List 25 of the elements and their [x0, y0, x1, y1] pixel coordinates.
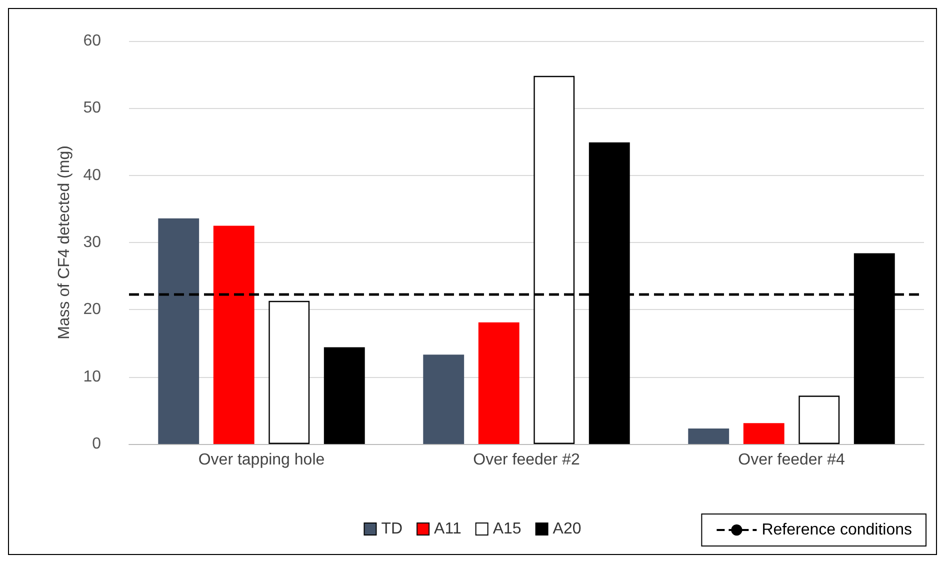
x-tick-label: Over feeder #2 [473, 452, 580, 468]
y-tick-label: 20 [83, 301, 102, 318]
legend-label: Reference conditions [762, 522, 912, 538]
x-tick-label: Over feeder #4 [738, 452, 845, 468]
bar [213, 226, 254, 444]
bar [798, 396, 840, 444]
x-tick-label: Over tapping hole [198, 452, 325, 468]
y-tick-label: 0 [92, 436, 102, 452]
bar [478, 322, 520, 444]
y-tick-label: 40 [83, 166, 102, 184]
bar [743, 423, 784, 444]
legend-label: A20 [552, 520, 582, 538]
bar [158, 218, 200, 444]
y-tick-label: 60 [83, 32, 102, 50]
y-axis-title: Mass of CF4 detected (mg) [56, 146, 73, 340]
y-tick-label: 30 [83, 234, 102, 251]
bar [324, 347, 365, 444]
y-tick-label: 10 [83, 368, 102, 386]
bar [268, 300, 310, 444]
bar [423, 354, 464, 444]
legend-label: A11 [434, 520, 462, 538]
legend-label: TD [381, 520, 403, 538]
bar [688, 428, 730, 444]
legend-label: A15 [492, 520, 522, 538]
y-tick-label: 50 [83, 100, 102, 117]
